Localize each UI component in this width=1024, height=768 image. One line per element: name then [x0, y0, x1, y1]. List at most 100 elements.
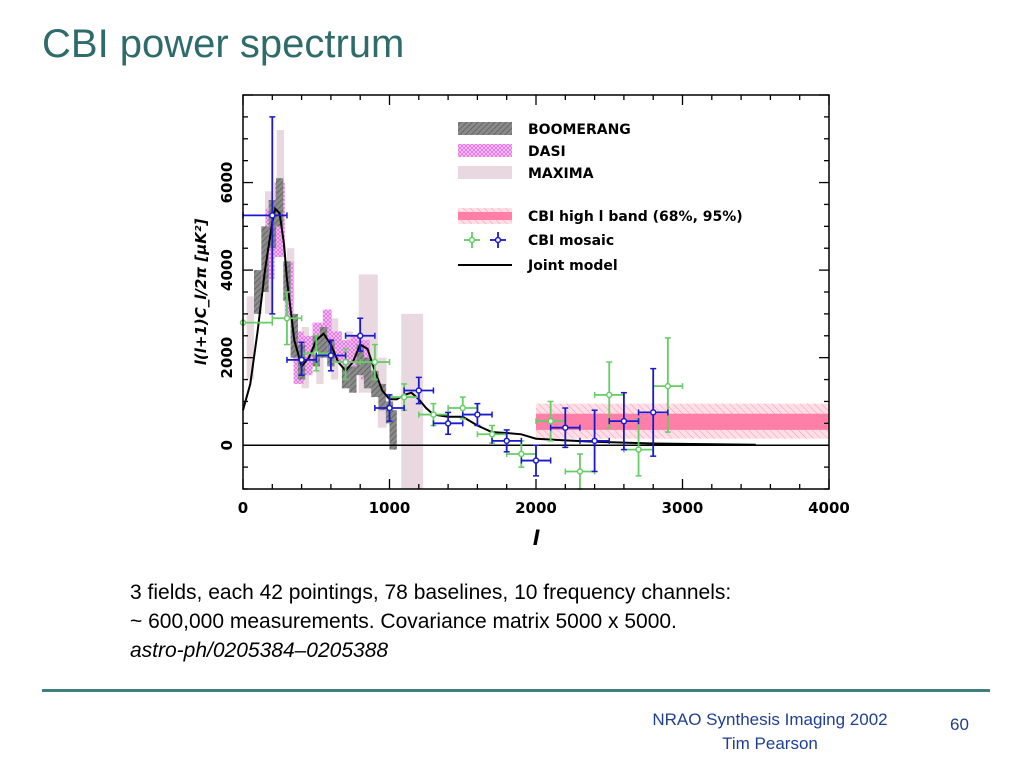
legend-label-maxima: MAXIMA [528, 166, 594, 182]
axis-ticks-group: 0 1000 2000 3000 4000 0 2000 4000 6000 [218, 94, 850, 517]
x-tick-label: 1000 [369, 499, 411, 517]
cbi-mosaic-green-point-marker [371, 358, 379, 366]
legend-swatch-cbi-mosaic-marker [494, 236, 502, 244]
cbi-mosaic-green-point [476, 424, 508, 444]
cbi-mosaic-blue-point-marker [532, 457, 540, 464]
cbi-mosaic-green-point-marker [606, 391, 613, 399]
joint-model-curve [242, 206, 756, 446]
cbi-mosaic-blue-point-marker [327, 352, 335, 359]
x-tick-label: 2000 [515, 499, 557, 517]
cbi-mosaic-green-point-marker [547, 417, 554, 425]
x-tick-label: 4000 [808, 499, 850, 517]
boomerang-band [389, 410, 397, 450]
maxima-band [246, 296, 254, 380]
cbi-mosaic-green-point-marker [635, 446, 642, 453]
body-line-2: ~ 600,000 measurements. Covariance matri… [130, 610, 677, 633]
y-tick-label: 2000 [218, 337, 236, 379]
legend-swatch-dasi [458, 144, 512, 157]
cbi-mosaic-blue-point-marker [444, 420, 452, 427]
cbi-mosaic-blue-point [549, 407, 581, 449]
dasi-band [350, 335, 361, 367]
cbi-mosaic-blue-point [491, 429, 523, 453]
cbi-mosaic-green-point [239, 319, 274, 326]
boomerang-band [363, 357, 372, 389]
cbi-mosaic-green-point-marker [664, 382, 672, 390]
reference-text: astro-ph/0205384–0205388 [130, 639, 389, 662]
cbi-mosaic-green-point-marker [576, 468, 584, 475]
cbi-mosaic-blue-point [608, 391, 640, 451]
cbi-mosaic-blue-point [637, 367, 669, 457]
cbi-mosaic-blue-point [432, 411, 464, 436]
boomerang-band [261, 226, 269, 292]
cbi-mosaic-green-point [359, 343, 391, 381]
y-axis-label: l(l+1)C_l/2π [μK²] [192, 219, 210, 366]
cbi-mosaic-green-point [593, 361, 625, 429]
cbi-mosaic-green-point-marker [400, 393, 408, 401]
dasi-band [331, 331, 342, 363]
cbi-mosaic-blue-point [315, 339, 347, 372]
cbi-mosaic-blue-point-marker [649, 409, 657, 416]
cbi-mosaic-blue-point-marker [591, 437, 598, 445]
cbi-mosaic-blue-point-marker [356, 332, 364, 340]
cbi-mosaic-blue-point-marker [620, 417, 628, 425]
legend-label-boomerang: BOOMERANG [528, 122, 631, 138]
x-tick-label: 0 [238, 499, 248, 517]
boomerang-band [349, 366, 357, 393]
slide-body: 3 fields, each 42 pointings, 78 baseline… [130, 578, 731, 665]
boomerang-band [275, 178, 284, 227]
cbi-mosaic-blue-point-marker [298, 356, 305, 364]
cbi-mosaic-blue-point [344, 317, 376, 352]
cbi-mosaic-green-group [239, 291, 684, 490]
cbi-mosaic-blue-point-marker [503, 437, 510, 445]
cbi-mosaic-green-point-marker [430, 411, 437, 418]
y-tick-label: 6000 [218, 162, 236, 204]
cbi-mosaic-blue-point [520, 444, 552, 477]
cbi-mosaic-green-point [271, 291, 303, 346]
cbi-mosaic-green-point-marker [488, 431, 496, 438]
slide-title: CBI power spectrum [42, 22, 405, 66]
boomerang-band [378, 383, 386, 411]
legend-swatch-cbi-band-68 [458, 212, 512, 220]
legend-label-model: Joint model [527, 258, 618, 274]
legend-group: BOOMERANG DASI MAXIMA CBI high l band (68%,… [458, 122, 743, 274]
x-axis-label: l [533, 526, 541, 550]
legend-label-dasi: DASI [528, 144, 566, 160]
cbi-mosaic-green-point-marker [342, 358, 349, 366]
legend-label-cbi_mosaic: CBI mosaic [528, 233, 614, 249]
joint-model-group [242, 206, 756, 446]
cbi-mosaic-green-point-marker [459, 404, 466, 412]
cbi-mosaic-blue-point-marker [474, 411, 481, 418]
footer-divider [42, 689, 990, 692]
cbi-mosaic-blue-point [374, 394, 405, 422]
footer: NRAO Synthesis Imaging 2002 Tim Pearson [620, 708, 920, 756]
body-line-1: 3 fields, each 42 pointings, 78 baseline… [130, 581, 732, 604]
cbi-mosaic-blue-point [403, 376, 435, 405]
cbi-mosaic-blue-point [462, 402, 493, 427]
cbi-high-l-band-group [536, 403, 829, 439]
cbi-mosaic-blue-point-marker [415, 387, 423, 394]
legend-swatch-maxima [458, 166, 512, 179]
y-tick-label: 4000 [218, 249, 236, 291]
page-number: 60 [950, 715, 969, 734]
cbi-mosaic-green-point-marker [518, 450, 525, 458]
legend-swatch-cbi-mosaic-marker [468, 236, 476, 244]
cbi-mosaic-blue-point-marker [269, 212, 276, 219]
dasi-band [303, 335, 313, 376]
cbi-mosaic-green-point [535, 400, 567, 442]
cbi-mosaic-blue-group [242, 116, 669, 477]
x-tick-label: 3000 [662, 499, 704, 517]
y-tick-label: 0 [218, 440, 236, 450]
cbi-mosaic-blue-point-marker [386, 404, 393, 412]
cbi-mosaic-green-point-marker [283, 315, 291, 322]
boomerang-band [319, 327, 328, 358]
boomerang-band [253, 270, 262, 314]
legend-label-cbi_band: CBI high l band (68%, 95%) [528, 209, 743, 225]
footer-conference: NRAO Synthesis Imaging 2002 [652, 710, 888, 729]
power-spectrum-chart: 0 1000 2000 3000 4000 0 2000 4000 6000 BOOMERANG… [192, 94, 850, 550]
cbi-mosaic-green-point [564, 453, 596, 490]
cbi-mosaic-blue-point [579, 409, 610, 473]
boomerang-band [371, 370, 379, 398]
legend-swatch-boomerang [458, 122, 512, 135]
cbi-mosaic-blue-point-marker [562, 424, 569, 431]
footer-author: Tim Pearson [722, 734, 818, 753]
